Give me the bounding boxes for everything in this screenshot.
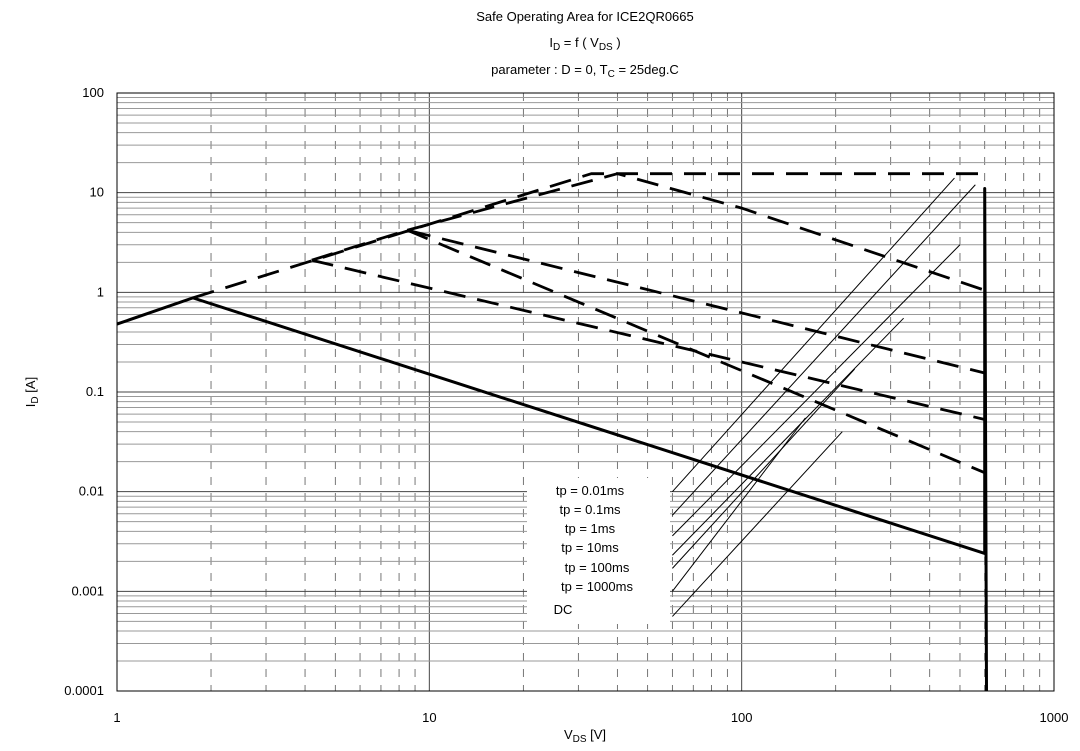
y-tick-label: 1 [97,284,104,299]
legend-item: tp = 0.1ms [559,502,621,517]
pulse-limit-line [672,368,856,569]
subtitle-mid: = f ( V [560,35,599,50]
series-line [406,172,986,292]
xlabel-end: [V] [587,727,607,742]
x-axis-label: VDS [V] [564,727,606,745]
x-tick-label: 10 [422,710,436,725]
y-tick-label: 0.01 [79,484,104,499]
x-tick-labels: 1 10 100 1000 [113,710,1068,725]
y-tick-label: 0.0001 [64,683,104,698]
legend-item: tp = 10ms [561,540,619,555]
parameter-main: parameter : D = 0, T [491,62,608,77]
pulse-limit-line [671,417,806,592]
legend-item: tp = 1000ms [561,579,633,594]
parameter-c-sub: C [608,69,615,80]
legend-background [527,478,670,624]
pulse-limit-line [672,184,976,516]
y-axis-label: ID [A] [23,377,41,407]
grid [117,93,1054,692]
y-tick-label: 0.001 [71,583,104,598]
y-tick-label: 100 [82,85,104,100]
ylabel-end: [A] [23,377,38,397]
subtitle-ds-sub: DS [599,42,613,53]
y-tick-labels: 0.0001 0.001 0.01 0.1 1 10 100 [64,85,104,698]
y-tick-label: 10 [90,185,104,200]
plot-frame [116,92,1055,692]
legend: tp = 0.01ms tp = 0.1ms tp = 1ms tp = 10ms tp… [527,478,670,624]
legend-item: tp = 1ms [565,521,616,536]
chart-parameter: parameter : D = 0, TC = 25deg.C [491,62,679,80]
legend-item: tp = 100ms [565,560,630,575]
series-line [406,228,986,474]
xlabel-ds-sub: DS [573,734,587,745]
x-tick-label: 1 [113,710,120,725]
chart-subtitle: ID = f ( VDS ) [549,35,620,53]
pulse-limit-line [672,317,904,556]
subtitle-end: ) [613,35,621,50]
pulse-limit-line [672,431,843,617]
legend-item: DC [554,602,573,617]
subtitle-i: I [549,35,553,50]
subtitle-d-sub: D [553,42,560,53]
y-tick-label: 0.1 [86,384,104,399]
pulse-limit-lines [671,177,976,617]
parameter-end: = 25deg.C [615,62,679,77]
series-line [116,187,989,692]
ylabel-d-sub: D [30,396,41,403]
xlabel-v: V [564,727,573,742]
x-tick-label: 1000 [1040,710,1069,725]
pulse-limit-line [672,177,955,493]
ylabel-i: I [23,404,38,408]
series-line [311,228,986,375]
x-tick-label: 100 [731,710,753,725]
series-group [116,172,989,692]
pulse-limit-line [672,244,961,537]
series-line [311,258,986,421]
chart-title: Safe Operating Area for ICE2QR0665 [476,9,694,24]
legend-item: tp = 0.01ms [556,483,625,498]
